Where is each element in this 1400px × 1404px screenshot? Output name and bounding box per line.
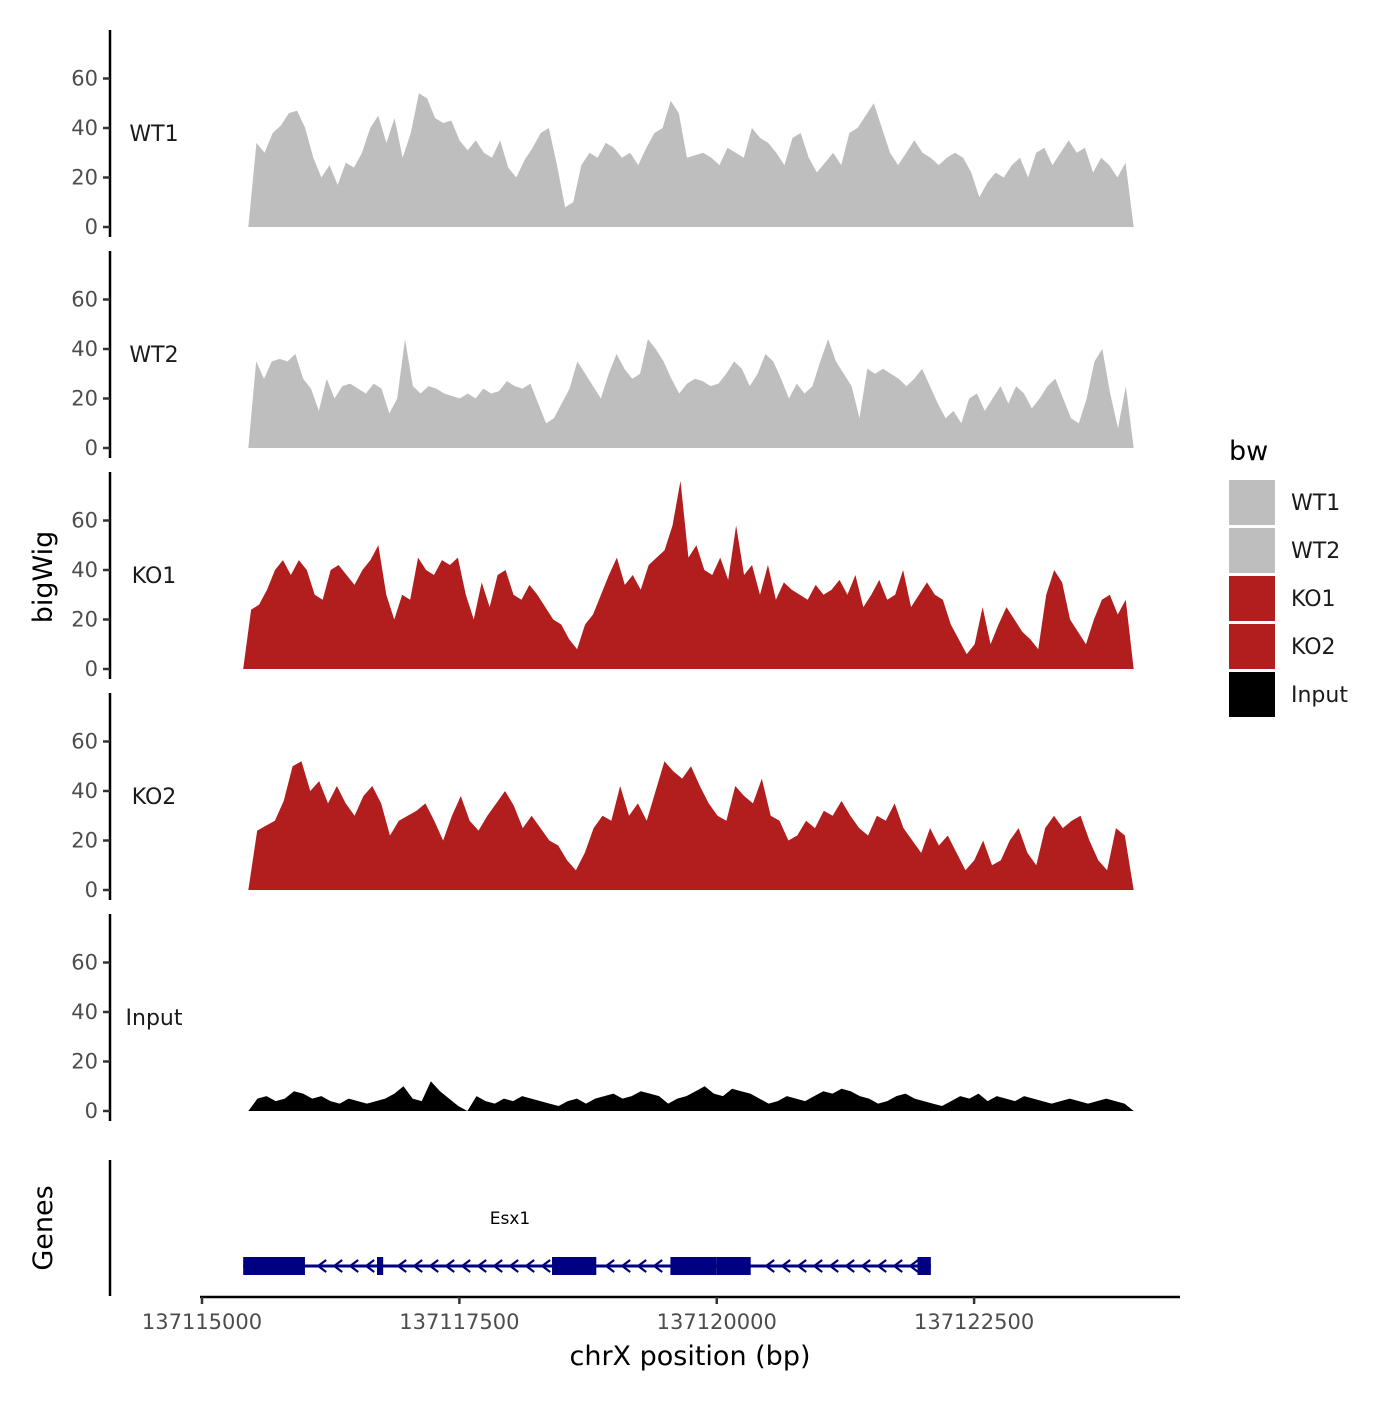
area-wt2 [248,339,1134,448]
strand-arrow [908,1259,919,1273]
track-panel-wt1: 0 20 40 60 WT1 [71,30,1134,239]
track-panel-input: 0 20 40 60 Input [71,914,1134,1123]
strand-arrow [460,1259,471,1273]
exon [552,1257,597,1275]
strand-arrow [364,1259,375,1273]
strand-arrow [396,1259,407,1273]
y-tick-label: 40 [71,337,98,361]
y-tick-label: 20 [71,387,98,411]
strand-arrow [796,1259,807,1273]
strand-arrow [444,1259,455,1273]
y-tick-label: 20 [71,829,98,853]
y-tick-label: 20 [71,608,98,632]
exon [670,1257,717,1275]
track-label-ko1: KO1 [132,564,177,589]
legend-label-wt2: WT2 [1291,539,1340,564]
track-panel-ko1: 0 20 40 60 KO1 [71,472,1134,681]
y-tick-label: 0 [85,878,98,902]
exon [716,1257,751,1275]
track-label-wt1: WT1 [129,122,178,147]
y-tick-label: 60 [71,288,98,312]
x-tick-label: 137120000 [657,1310,777,1334]
legend-key-ko2 [1229,624,1275,669]
strand-arrow [812,1259,823,1273]
legend: bw WT1 WT2 KO1 KO2 Input [1229,436,1348,717]
track-panel-ko2: 0 20 40 60 KO2 [71,693,1134,902]
x-tick-label: 137115000 [142,1310,262,1334]
strand-arrow [348,1259,359,1273]
area-ko2 [248,761,1134,890]
legend-key-wt1 [1229,480,1275,525]
strand-arrow [332,1259,343,1273]
y-tick-label: 0 [85,436,98,460]
y-tick-label: 60 [71,951,98,975]
strand-arrow [620,1259,631,1273]
strand-arrow [540,1259,551,1273]
y-tick-label: 20 [71,166,98,190]
strand-arrow [844,1259,855,1273]
legend-title: bw [1229,436,1268,467]
x-axis: 137115000 137117500 137120000 137122500 [142,1295,1180,1334]
strand-arrow [860,1259,871,1273]
y-tick-label: 60 [71,730,98,754]
x-axis-title: chrX position (bp) [569,1341,810,1372]
track-label-wt2: WT2 [129,343,178,368]
y-tick-label: 40 [71,1000,98,1024]
x-tick-label: 137122500 [914,1310,1034,1334]
y-axis-title: bigWig [28,531,59,624]
area-input [248,1081,1134,1111]
strand-arrow [828,1259,839,1273]
panels: 0 20 40 60 WT1 0 20 40 60 WT2 0 20 40 60 KO1 0 20 40 60 KO2… [71,30,1134,1123]
strand-arrow [476,1259,487,1273]
y-tick-label: 20 [71,1050,98,1074]
legend-label-input: Input [1291,683,1348,708]
y-tick-label: 40 [71,779,98,803]
area-ko1 [243,480,1134,669]
exon [917,1257,931,1275]
legend-label-ko2: KO2 [1291,635,1336,660]
track-panel-wt2: 0 20 40 60 WT2 [71,251,1134,460]
y-tick-label: 0 [85,657,98,681]
strand-arrow [412,1259,423,1273]
y-tick-label: 40 [71,116,98,140]
x-tick-label: 137117500 [399,1310,519,1334]
strand-arrow [316,1259,327,1273]
y-tick-label: 60 [71,67,98,91]
strand-arrow [524,1259,535,1273]
legend-key-input [1229,672,1275,717]
y-tick-label: 40 [71,558,98,582]
y-tick-label: 60 [71,509,98,533]
gene-panel: Genes Esx1 [28,1160,931,1296]
strand-arrow [636,1259,647,1273]
gene-track-title: Genes [28,1185,59,1270]
legend-key-wt2 [1229,528,1275,573]
legend-key-ko1 [1229,576,1275,621]
strand-arrow [780,1259,791,1273]
strand-arrow [876,1259,887,1273]
strand-arrow [764,1259,775,1273]
y-tick-label: 0 [85,215,98,239]
legend-label-wt1: WT1 [1291,491,1340,516]
strand-arrows [316,1259,919,1273]
exon [377,1257,384,1275]
exon [243,1257,305,1275]
strand-arrow [604,1259,615,1273]
area-wt1 [248,93,1134,227]
gene-name-label: Esx1 [490,1209,530,1229]
legend-label-ko1: KO1 [1291,587,1336,612]
strand-arrow [428,1259,439,1273]
track-label-input: Input [126,1006,183,1031]
y-tick-label: 0 [85,1099,98,1123]
track-label-ko2: KO2 [132,785,177,810]
strand-arrow [652,1259,663,1273]
strand-arrow [492,1259,503,1273]
strand-arrow [508,1259,519,1273]
strand-arrow [892,1259,903,1273]
